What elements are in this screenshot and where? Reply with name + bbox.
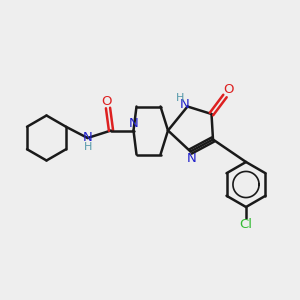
Text: O: O — [223, 83, 233, 96]
Text: Cl: Cl — [239, 218, 253, 231]
Text: N: N — [187, 152, 197, 165]
Text: O: O — [101, 95, 112, 108]
Text: N: N — [83, 131, 92, 144]
Text: H: H — [176, 93, 184, 103]
Text: N: N — [180, 98, 189, 112]
Text: N: N — [129, 117, 138, 130]
Text: H: H — [84, 142, 92, 152]
